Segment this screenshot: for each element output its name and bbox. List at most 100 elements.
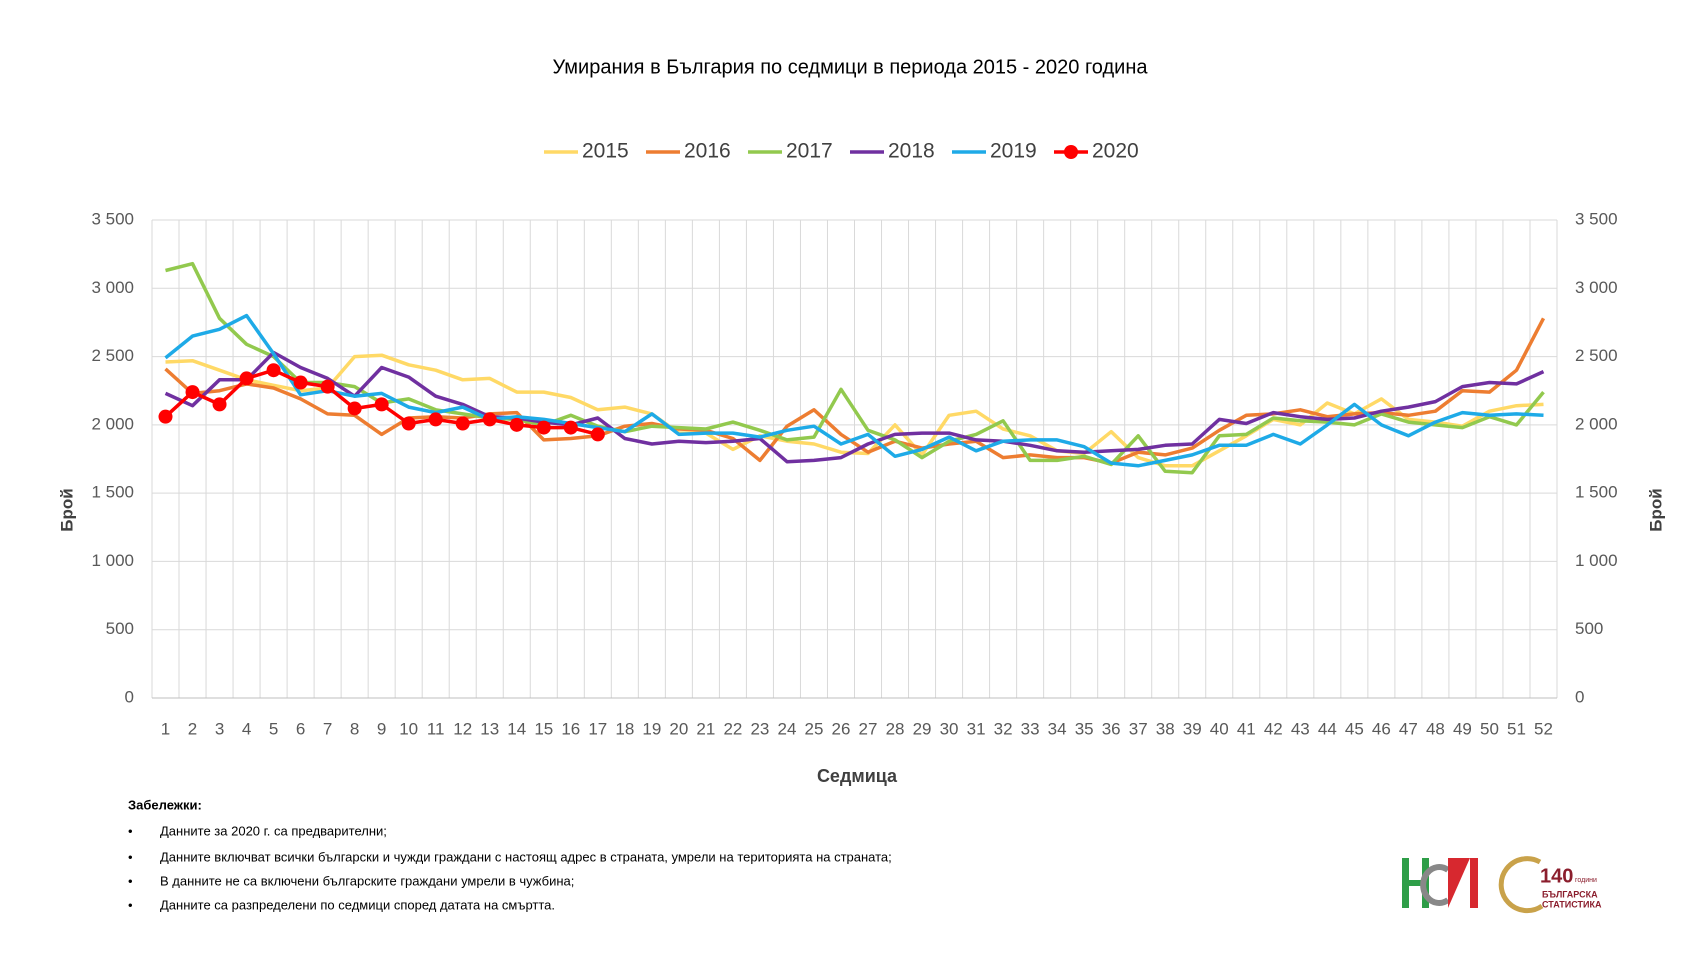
x-tick-label: 13 xyxy=(480,719,499,738)
y-tick-label: 2 000 xyxy=(91,414,134,433)
y2-tick-label: 500 xyxy=(1575,619,1603,638)
series-marker xyxy=(158,409,173,424)
y2-tick-label: 1 500 xyxy=(1575,483,1618,502)
x-tick-label: 14 xyxy=(507,719,526,738)
x-tick-label: 21 xyxy=(696,719,715,738)
series-marker xyxy=(320,379,335,394)
x-tick-label: 20 xyxy=(669,719,688,738)
x-tick-label: 24 xyxy=(777,719,796,738)
x-tick-label: 31 xyxy=(967,719,986,738)
y2-tick-label: 2 000 xyxy=(1575,414,1618,433)
x-tick-label: 18 xyxy=(615,719,634,738)
x-tick-label: 17 xyxy=(588,719,607,738)
x-tick-label: 29 xyxy=(913,719,932,738)
x-tick-label: 47 xyxy=(1399,719,1418,738)
series-marker xyxy=(509,417,524,432)
y-tick-label: 0 xyxy=(125,687,134,706)
x-tick-label: 35 xyxy=(1075,719,1094,738)
x-tick-label: 12 xyxy=(453,719,472,738)
x-tick-label: 38 xyxy=(1156,719,1175,738)
x-tick-label: 46 xyxy=(1372,719,1391,738)
series-marker xyxy=(563,420,578,435)
x-tick-label: 8 xyxy=(350,719,359,738)
note: Данните за 2020 г. са предварителни; xyxy=(160,823,387,838)
x-tick-label: 10 xyxy=(399,719,418,738)
series-marker xyxy=(266,363,281,378)
x-tick-label: 45 xyxy=(1345,719,1364,738)
series-marker xyxy=(293,375,308,390)
x-tick-label: 42 xyxy=(1264,719,1283,738)
series-marker xyxy=(482,412,497,427)
y2-tick-label: 3 000 xyxy=(1575,278,1618,297)
logo-bar xyxy=(1402,880,1422,886)
x-tick-label: 27 xyxy=(859,719,878,738)
bullet: • xyxy=(128,873,133,888)
x-tick-label: 16 xyxy=(561,719,580,738)
y2-tick-label: 1 000 xyxy=(1575,551,1618,570)
series-marker xyxy=(212,397,227,412)
x-tick-label: 48 xyxy=(1426,719,1445,738)
series-marker xyxy=(428,412,443,427)
legend-label: 2018 xyxy=(888,140,935,163)
x-tick-label: 28 xyxy=(886,719,905,738)
logo-years: години xyxy=(1575,877,1597,884)
x-tick-label: 50 xyxy=(1480,719,1499,738)
series-marker xyxy=(590,427,605,442)
x-tick-label: 26 xyxy=(832,719,851,738)
note: В данните не са включени българските гра… xyxy=(160,873,574,888)
bullet: • xyxy=(128,849,133,864)
y2-axis-title: Брой xyxy=(1646,488,1665,531)
y-tick-label: 2 500 xyxy=(91,346,134,365)
series-line xyxy=(164,350,1545,464)
x-tick-label: 41 xyxy=(1237,719,1256,738)
series-marker xyxy=(536,420,551,435)
logo-shape xyxy=(1448,858,1478,908)
bullet: • xyxy=(128,897,133,912)
x-tick-label: 4 xyxy=(242,719,251,738)
x-tick-label: 11 xyxy=(427,719,445,738)
legend-label: 2019 xyxy=(990,140,1037,163)
x-tick-label: 15 xyxy=(534,719,553,738)
x-tick-label: 34 xyxy=(1048,719,1067,738)
series-line xyxy=(164,317,1546,465)
chart-title: Умирания в България по седмици в периода… xyxy=(552,56,1148,78)
x-tick-label: 36 xyxy=(1102,719,1121,738)
x-tick-label: 23 xyxy=(750,719,769,738)
x-axis-title: Седмица xyxy=(817,766,898,786)
series-marker xyxy=(401,416,416,431)
x-tick-label: 30 xyxy=(940,719,959,738)
y-tick-label: 3 500 xyxy=(91,209,134,228)
nsi-logo xyxy=(1402,858,1478,908)
x-tick-label: 43 xyxy=(1291,719,1310,738)
x-tick-label: 2 xyxy=(188,719,197,738)
bullet: • xyxy=(128,823,133,838)
logo-text: БЪЛГАРСКА xyxy=(1542,889,1598,899)
series-marker xyxy=(455,416,470,431)
series-marker xyxy=(185,385,200,400)
y2-tick-label: 0 xyxy=(1575,687,1584,706)
anniversary-logo: 140 години БЪЛГАРСКА СТАТИСТИКА xyxy=(1498,856,1602,914)
x-tick-label: 44 xyxy=(1318,719,1337,738)
series-marker xyxy=(374,397,389,412)
grid xyxy=(151,219,1558,699)
x-tick-label: 51 xyxy=(1507,719,1526,738)
note: Данните включват всички български и чужд… xyxy=(160,849,892,864)
logo-number: 140 xyxy=(1540,865,1573,887)
y-tick-label: 1 500 xyxy=(91,483,134,502)
y-tick-label: 500 xyxy=(106,619,134,638)
x-tick-label: 52 xyxy=(1534,719,1553,738)
y2-tick-label: 2 500 xyxy=(1575,346,1618,365)
x-tick-label: 3 xyxy=(215,719,224,738)
logo-text: СТАТИСТИКА xyxy=(1542,899,1602,909)
series-line xyxy=(164,313,1544,468)
y-tick-label: 1 000 xyxy=(91,551,134,570)
legend-label: 2015 xyxy=(582,140,629,163)
x-tick-label: 37 xyxy=(1129,719,1148,738)
y-tick-label: 3 000 xyxy=(91,278,134,297)
x-tick-label: 33 xyxy=(1021,719,1040,738)
series-marker xyxy=(239,371,254,386)
y2-tick-label: 3 500 xyxy=(1575,209,1618,228)
logo-arc xyxy=(1498,856,1544,914)
legend-marker xyxy=(1064,145,1078,159)
